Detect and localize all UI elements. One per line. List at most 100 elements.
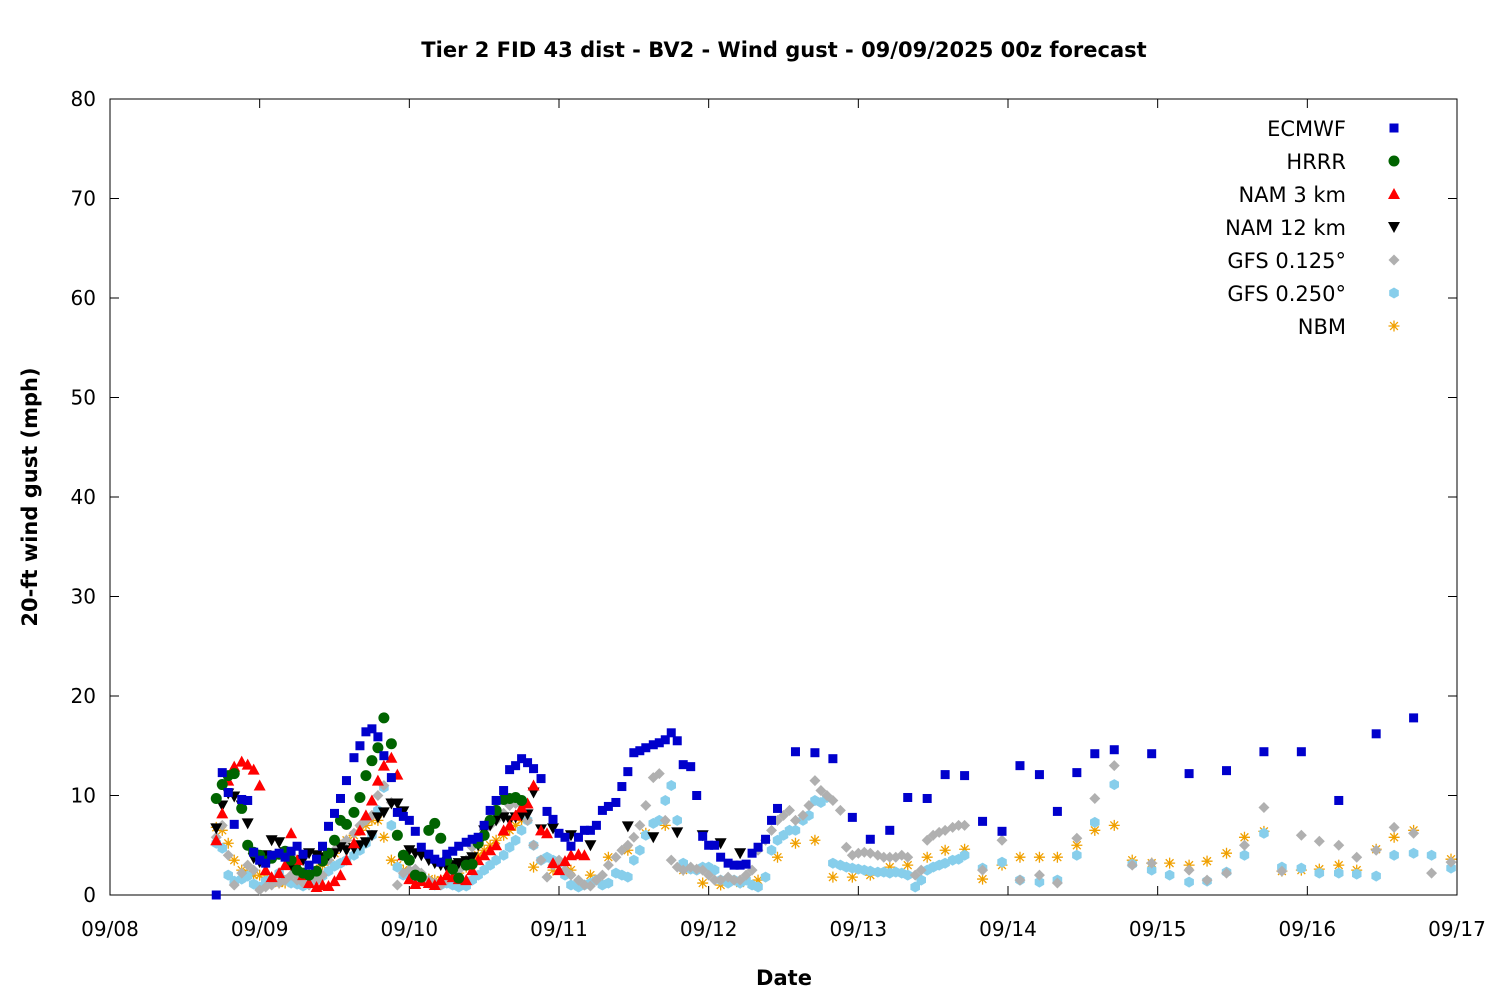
data-point	[515, 801, 528, 813]
data-point	[249, 847, 259, 857]
x-tick-label: 09/16	[1279, 917, 1337, 941]
data-point	[653, 768, 665, 780]
data-point	[834, 804, 846, 816]
data-point	[698, 831, 708, 841]
legend: ECMWF HRRR NAM 3 km NAM 12 km GFS 0.125° GFS …	[1225, 117, 1400, 339]
data-point	[353, 824, 366, 836]
data-point	[1071, 832, 1083, 844]
data-point	[610, 851, 622, 863]
data-point	[902, 851, 914, 863]
data-point	[672, 736, 682, 746]
data-point	[1334, 867, 1344, 879]
data-point	[292, 841, 302, 851]
data-point	[217, 768, 227, 778]
data-point	[273, 837, 286, 849]
data-point	[710, 840, 720, 850]
data-point	[1296, 862, 1307, 874]
data-point	[959, 849, 970, 861]
data-point	[1034, 876, 1045, 888]
data-point	[378, 831, 390, 843]
data-point	[1184, 876, 1194, 888]
data-point	[885, 825, 895, 835]
data-point	[1352, 868, 1362, 880]
data-point	[341, 776, 351, 786]
data-point	[827, 871, 839, 883]
data-point	[511, 761, 521, 771]
data-point	[915, 864, 927, 876]
data-point	[747, 848, 757, 858]
y-tick-label: 0	[83, 883, 96, 907]
data-point	[584, 840, 597, 852]
data-point	[210, 834, 223, 846]
data-point	[959, 819, 971, 831]
data-point	[347, 837, 360, 849]
data-point	[210, 792, 222, 804]
data-point	[623, 767, 633, 777]
data-point	[903, 792, 913, 802]
data-point	[479, 820, 489, 830]
data-point	[865, 834, 875, 844]
data-point	[1296, 747, 1306, 757]
data-point	[1071, 839, 1083, 851]
data-point	[666, 780, 676, 791]
data-point	[467, 834, 477, 844]
y-tick-label: 30	[71, 585, 96, 609]
data-point	[361, 727, 371, 737]
data-point	[1033, 851, 1045, 863]
data-point	[783, 804, 795, 816]
chart-title: Tier 2 FID 43 dist - BV2 - Wind gust - 0…	[421, 38, 1146, 62]
data-point	[1201, 855, 1213, 867]
data-point	[916, 874, 926, 886]
data-point	[536, 774, 546, 784]
data-point	[647, 832, 660, 844]
data-point	[235, 755, 248, 767]
legend-label: ECMWF	[1267, 117, 1346, 141]
data-point	[261, 858, 271, 868]
data-point	[216, 800, 229, 812]
data-point	[528, 861, 540, 873]
data-point	[416, 842, 426, 852]
data-point	[410, 826, 420, 836]
data-point	[939, 844, 951, 856]
data-point	[377, 807, 390, 819]
data-point	[298, 849, 308, 859]
data-point	[996, 834, 1008, 846]
data-point	[558, 855, 571, 867]
x-tick-label: 09/08	[81, 917, 139, 941]
data-point	[528, 839, 540, 851]
data-point	[960, 771, 970, 781]
data-point	[340, 854, 353, 866]
data-point	[959, 843, 971, 855]
data-point	[216, 779, 228, 791]
data-point	[997, 856, 1007, 868]
y-tick-label: 70	[71, 187, 96, 211]
data-point	[1221, 867, 1233, 879]
data-point	[516, 794, 528, 806]
data-point	[1276, 865, 1288, 877]
data-point	[566, 879, 576, 891]
data-point	[335, 793, 345, 803]
data-point	[728, 874, 740, 886]
data-point	[372, 790, 384, 801]
data-point	[1033, 869, 1045, 881]
data-point	[340, 818, 352, 830]
data-point	[1314, 867, 1325, 879]
data-point	[878, 851, 890, 863]
data-point	[210, 823, 223, 835]
data-point	[622, 839, 634, 851]
data-point	[523, 758, 533, 768]
data-markers	[210, 712, 1457, 900]
data-point	[490, 839, 503, 851]
legend-marker	[1388, 222, 1400, 233]
data-point	[665, 854, 677, 866]
data-point	[516, 824, 527, 836]
data-point	[641, 743, 651, 753]
data-point	[804, 809, 814, 821]
data-point	[497, 824, 510, 836]
data-point	[752, 874, 764, 886]
data-point	[921, 851, 933, 863]
data-point	[1333, 839, 1345, 851]
data-point	[222, 837, 234, 849]
data-point	[274, 848, 284, 858]
legend-marker	[1388, 188, 1400, 199]
